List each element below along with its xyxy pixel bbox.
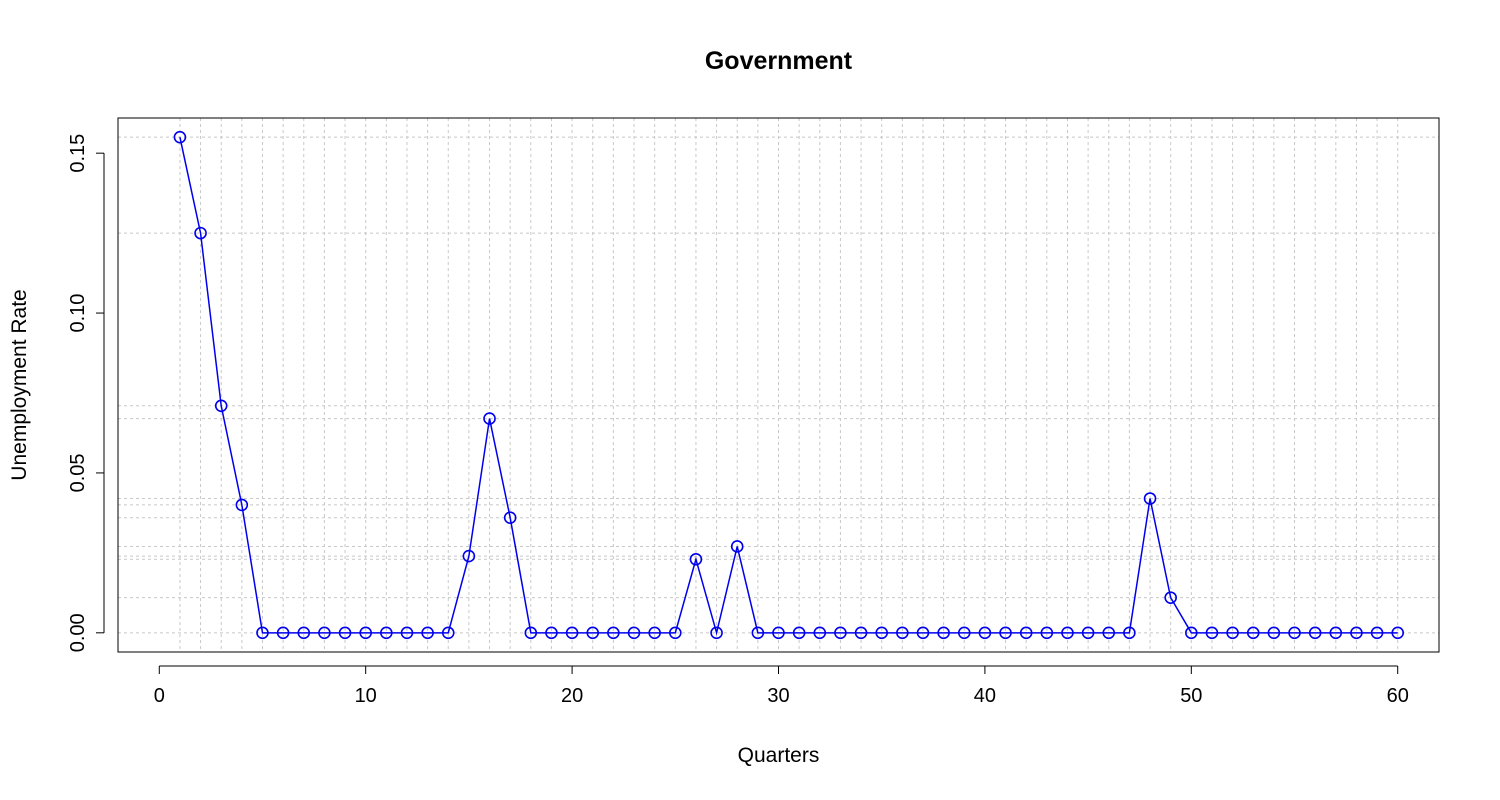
data-point [338,626,352,640]
data-point [1329,626,1343,640]
data-point [648,626,661,640]
plot-frame [117,117,1440,653]
data-point [380,626,393,640]
data-point [813,626,827,640]
y-tick-label: 0.05 [67,453,89,492]
data-point [586,626,600,640]
data-point [1267,626,1281,640]
data-point [462,549,476,563]
data-point [214,399,228,413]
y-tick-label: 0.15 [67,134,89,173]
data-point [483,412,496,425]
data-point [689,552,703,566]
data-point [772,626,785,640]
data-point [235,498,249,512]
y-tick-label: 0.00 [67,613,89,652]
data-point [173,130,187,144]
data-point [1246,626,1260,640]
data-point [1185,626,1198,640]
data-point [1370,626,1384,640]
data-point [875,626,889,640]
data-point [916,626,930,640]
data-point [276,626,290,640]
data-point [1061,626,1074,640]
data-point [1123,626,1136,640]
grid [118,118,1439,652]
x-tick-label: 40 [974,685,996,707]
data-point [1143,492,1157,505]
data-point [1350,626,1363,640]
data-point [318,626,331,640]
data-point [607,626,620,640]
data-point [565,626,579,640]
data-point [297,626,311,640]
data-point [400,626,414,640]
data-point [730,540,744,553]
data-point [668,626,682,640]
data-point [854,626,868,640]
data-point [710,626,723,640]
data-point [545,626,558,640]
data-point [524,626,538,640]
data-point [1226,626,1239,640]
series [173,130,1405,640]
x-tick-label: 20 [561,685,583,707]
chart-title: Government [705,47,853,75]
data-point [1102,626,1116,640]
data-point [1040,626,1054,640]
x-tick-label: 60 [1387,685,1409,707]
data-point [1205,626,1219,640]
data-point [359,626,372,640]
x-axis-label: Quarters [738,744,820,767]
data-point [503,511,517,525]
x-tick-label: 50 [1180,685,1202,707]
x-tick-label: 0 [154,685,165,707]
data-point [1081,626,1095,640]
data-point [834,626,847,640]
data-point [1019,626,1033,640]
data-point [1288,626,1301,640]
data-point [957,626,971,640]
data-point [792,626,806,640]
data-point [999,626,1012,640]
data-point [1391,626,1405,640]
data-point [441,626,455,640]
data-point [896,626,909,640]
data-point [937,626,950,640]
data-point [1308,626,1322,640]
data-point [421,626,434,640]
data-point [627,626,641,640]
series-line [179,137,1398,636]
data-point [194,226,207,240]
data-point [1164,591,1177,604]
axes: 0 10 20 30 40 50 60 0.00 0.05 0.10 0.15 [67,134,1409,707]
y-tick-label: 0.10 [67,294,89,333]
data-point [978,626,992,640]
x-tick-label: 30 [767,685,789,707]
data-point [751,626,765,640]
x-tick-label: 10 [355,685,377,707]
data-point [256,626,269,640]
y-axis-label: Unemployment Rate [8,289,31,480]
